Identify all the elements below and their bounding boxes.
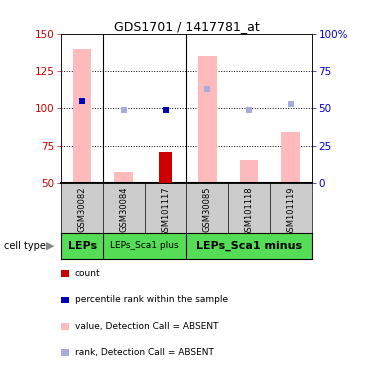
Title: GDS1701 / 1417781_at: GDS1701 / 1417781_at [114,20,259,33]
Text: LEPs_Sca1 minus: LEPs_Sca1 minus [196,240,302,251]
Point [162,107,168,113]
Text: rank, Detection Call = ABSENT: rank, Detection Call = ABSENT [75,348,214,357]
Bar [240,160,259,183]
Text: GSM101118: GSM101118 [244,187,253,237]
Text: GSM30082: GSM30082 [78,187,86,232]
Bar [198,56,217,183]
Text: percentile rank within the sample: percentile rank within the sample [75,296,228,304]
Text: GSM30084: GSM30084 [119,187,128,232]
Bar [159,152,172,183]
Point [121,107,127,113]
Point [79,98,85,104]
Bar [114,172,133,183]
Text: LEPs: LEPs [68,241,97,250]
Bar [281,132,300,183]
Text: GSM30085: GSM30085 [203,187,212,232]
Text: ▶: ▶ [46,241,55,250]
Point [246,107,252,113]
Text: count: count [75,269,101,278]
Text: GSM101119: GSM101119 [286,187,295,237]
Text: value, Detection Call = ABSENT: value, Detection Call = ABSENT [75,322,219,331]
Point [204,86,210,92]
Text: cell type: cell type [4,241,46,250]
Bar [73,49,92,183]
Point [288,101,294,107]
Text: GSM101117: GSM101117 [161,187,170,237]
Text: LEPs_Sca1 plus: LEPs_Sca1 plus [111,241,179,250]
